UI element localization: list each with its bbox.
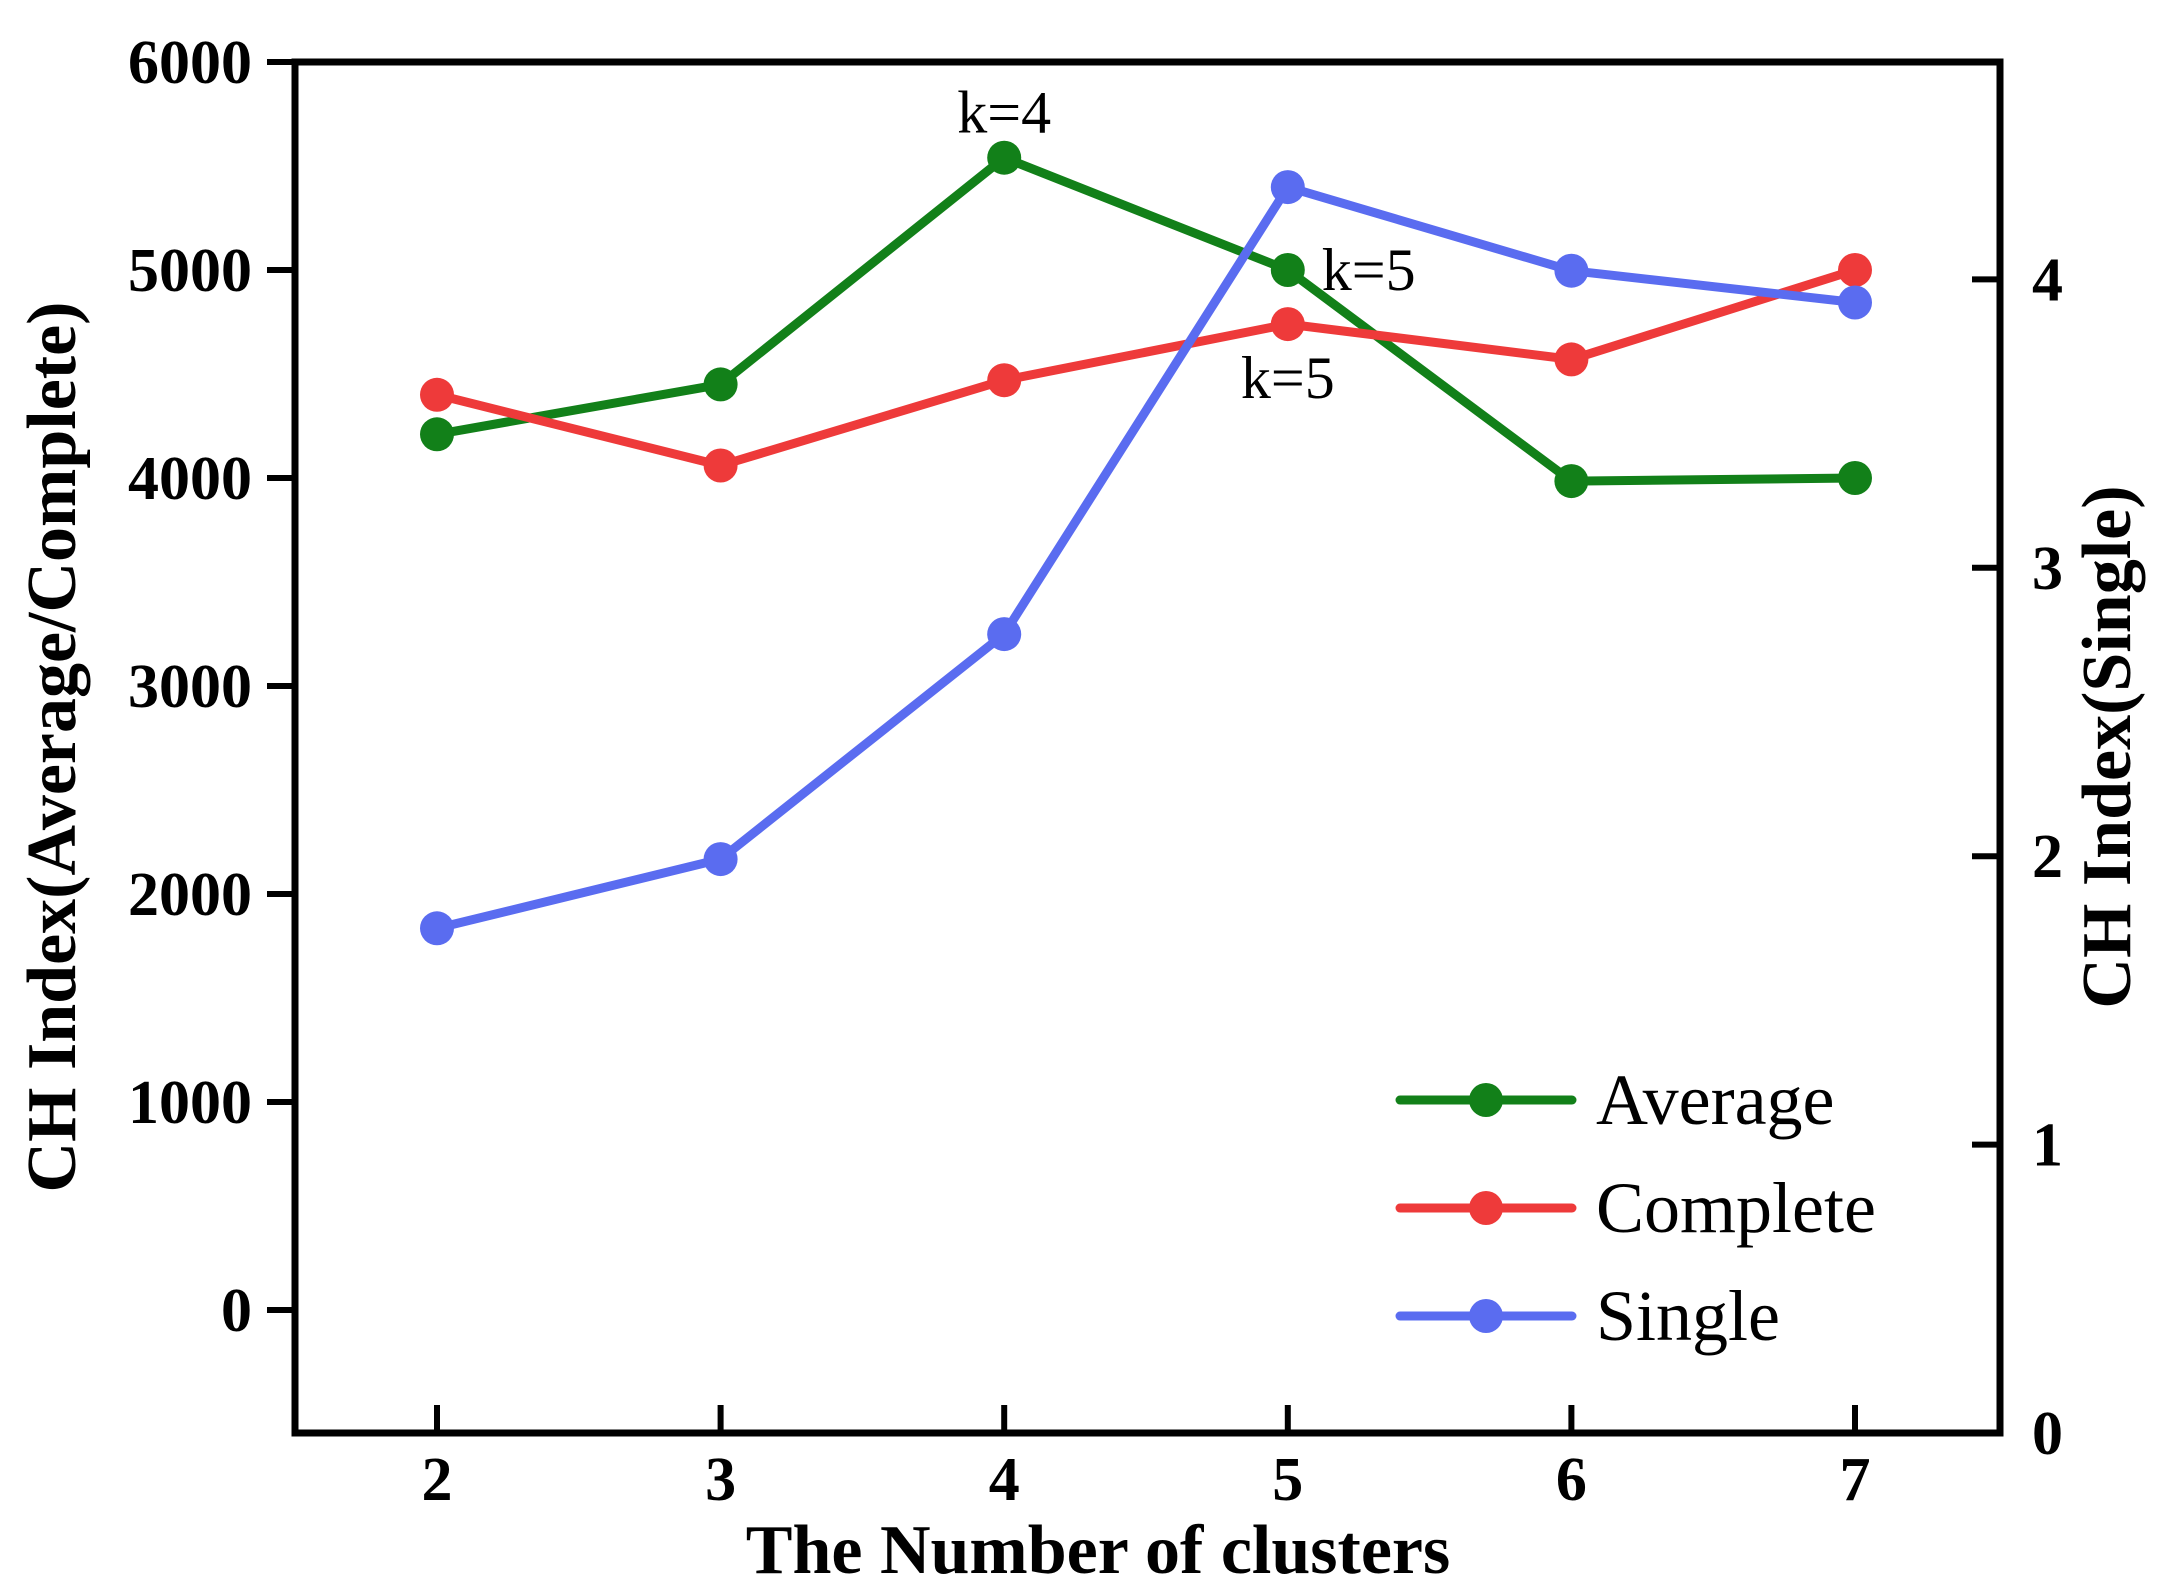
left-axis-tick-label: 1000 [128,1069,252,1137]
legend: Average Complete Single [1395,1060,1876,1356]
legend-label: Average [1596,1060,1835,1140]
right-axis-tick-label: 3 [2032,535,2063,603]
left-axis-tick-label: 6000 [128,29,252,97]
point-complete-x2 [420,377,454,412]
point-single-x6 [1554,253,1589,288]
annotation-k5: k=5 [1322,237,1416,303]
left-axis-title: CH Index(Average/Complete) [14,302,91,1193]
right-axis-tick-label: 1 [2032,1112,2063,1180]
point-average-x4 [987,140,1022,175]
right-axis-tick-label: 0 [2032,1400,2063,1468]
right-axis-title: CH Index(Single) [2069,485,2146,1008]
legend-item-complete: Complete [1395,1168,1876,1248]
point-single-x5 [1270,170,1305,205]
left-axis-tick-label: 2000 [128,861,252,929]
legend-marker-dot [1469,1299,1503,1333]
point-average-x6 [1554,464,1589,499]
series-line-single [432,182,1860,933]
x-axis-tick-label: 5 [1272,1446,1303,1514]
annotation-k5: k=5 [1241,345,1335,411]
legend-item-single: Single [1395,1276,1780,1356]
point-complete-x6 [1554,342,1589,377]
series-line-average [432,153,1860,486]
point-complete-x3 [703,448,738,483]
left-axis-tick-label: 4000 [128,445,252,513]
annotation-k4: k=4 [957,80,1051,146]
x-axis-tick-label: 2 [422,1446,453,1514]
legend-marker-dot [1469,1191,1503,1225]
point-complete-x7 [1838,253,1872,287]
point-average-x2 [420,417,454,452]
point-average-x7 [1838,461,1872,495]
x-axis-tick-label: 4 [989,1446,1020,1514]
legend-label: Single [1596,1276,1780,1356]
point-average-x5 [1270,253,1305,287]
left-axis: 0 1000 2000 3000 4000 5000 6000 CH Index(Averag… [14,29,295,1345]
point-single-x3 [703,842,738,877]
x-axis-tick-label: 6 [1556,1446,1587,1514]
x-axis-title: The Number of clusters [746,1512,1450,1589]
series-line-complete [432,265,1860,470]
series-average [420,140,1872,499]
series-complete [420,253,1872,483]
right-axis-tick-label: 4 [2032,246,2063,314]
point-single-x4 [987,617,1022,652]
left-axis-tick-label: 5000 [128,237,252,305]
annotations: k=4 k=5 k=5 [957,80,1415,411]
x-axis: 2 3 4 5 6 7 The Number of clusters [422,1405,1871,1589]
series-single [420,170,1872,946]
legend-item-average: Average [1395,1060,1835,1140]
right-axis-tick-label: 2 [2032,823,2063,891]
point-complete-x5 [1270,307,1305,342]
x-axis-tick-label: 7 [1840,1446,1871,1514]
point-single-x7 [1838,285,1872,320]
legend-marker-dot [1469,1083,1503,1117]
point-complete-x4 [987,363,1022,398]
plot-frame [291,58,2004,1437]
legend-label: Complete [1596,1168,1876,1248]
right-axis: 0 1 2 3 4 CH Index(Single) [1972,246,2146,1468]
left-axis-tick-label: 0 [221,1277,252,1345]
point-average-x3 [703,367,738,402]
x-axis-tick-label: 3 [705,1446,736,1514]
left-axis-tick-label: 3000 [128,653,252,721]
point-single-x2 [420,911,454,946]
